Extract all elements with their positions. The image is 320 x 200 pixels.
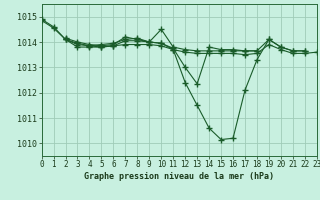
X-axis label: Graphe pression niveau de la mer (hPa): Graphe pression niveau de la mer (hPa) xyxy=(84,172,274,181)
